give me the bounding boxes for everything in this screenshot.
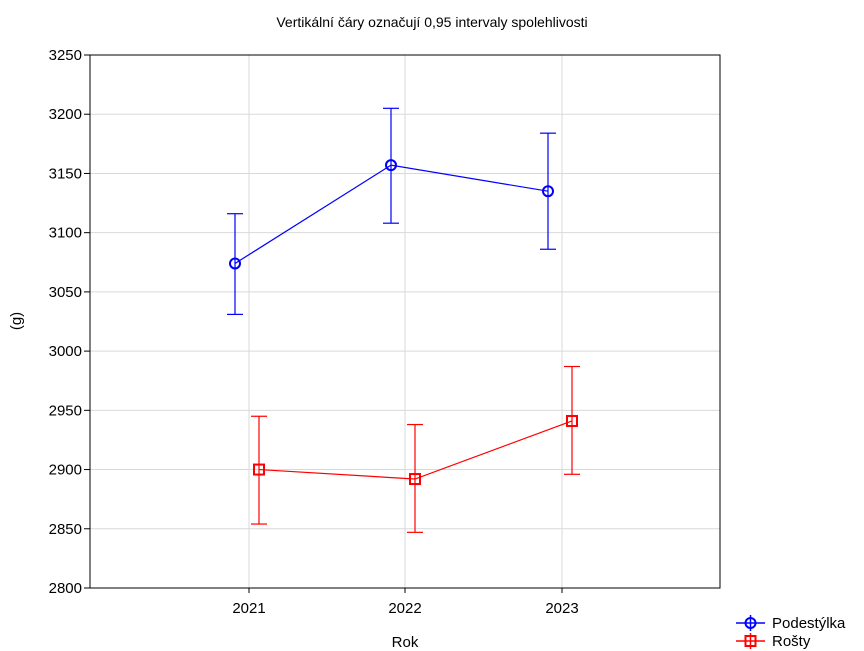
x-tick-label: 2021	[232, 600, 265, 617]
y-tick-label: 3250	[49, 47, 82, 64]
y-tick-label: 3150	[49, 165, 82, 182]
y-tick-label: 2950	[49, 402, 82, 419]
legend-label: Podestýlka	[772, 615, 846, 632]
x-axis-title: Rok	[392, 634, 419, 651]
y-tick-label: 3100	[49, 225, 82, 242]
x-axis: 2021 2022 2023	[232, 588, 579, 617]
y-tick-label: 2800	[49, 580, 82, 597]
series	[227, 107, 580, 533]
y-tick-label: 3200	[49, 106, 82, 123]
series-2	[251, 365, 580, 533]
grid	[90, 55, 720, 588]
data-point	[409, 473, 421, 486]
y-axis: 2800 2850 2900 2950 3000 3050 3100 3150 3200 3250	[49, 47, 90, 597]
legend-item: Podestýlka	[736, 615, 846, 632]
y-axis-title: (g)	[8, 312, 25, 330]
x-tick-label: 2023	[545, 600, 578, 617]
legend-label: Rošty	[772, 633, 811, 650]
y-tick-label: 3050	[49, 284, 82, 301]
data-point	[253, 463, 265, 476]
y-tick-label: 2850	[49, 521, 82, 538]
data-point	[566, 414, 578, 427]
y-tick-label: 2900	[49, 462, 82, 479]
data-point	[542, 185, 554, 198]
legend-marker	[744, 617, 757, 629]
legend-marker	[744, 635, 757, 647]
data-point	[385, 159, 397, 172]
chart-title: Vertikální čáry označují 0,95 intervaly …	[276, 14, 587, 30]
data-point	[229, 257, 241, 270]
x-tick-label: 2022	[388, 600, 421, 617]
legend-item: Rošty	[736, 633, 811, 650]
series-1	[227, 107, 556, 315]
y-tick-label: 3000	[49, 343, 82, 360]
